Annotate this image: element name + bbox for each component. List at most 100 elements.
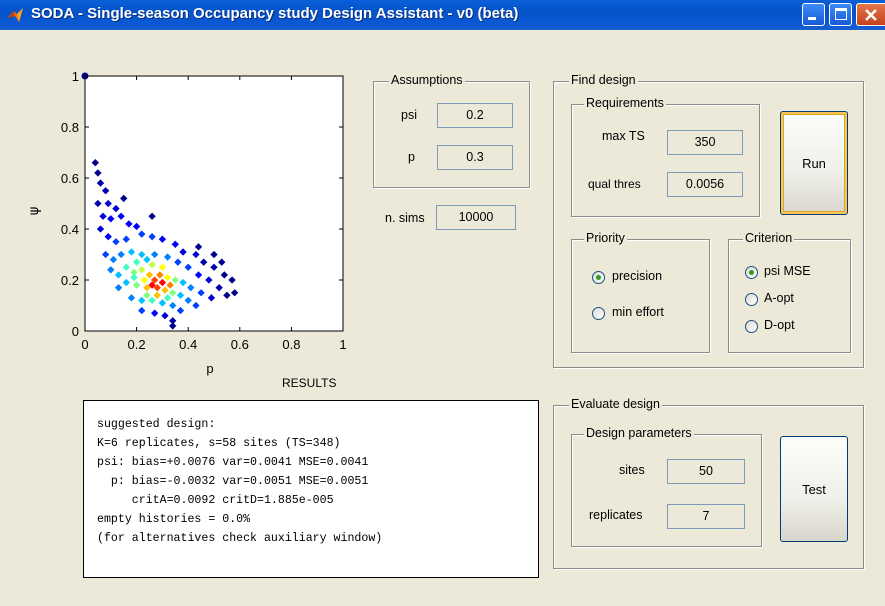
scatter-point <box>210 250 218 259</box>
nsims-field[interactable]: 10000 <box>436 205 516 230</box>
close-button[interactable] <box>856 3 885 26</box>
scatter-point <box>156 271 164 279</box>
scatter-point <box>114 283 123 292</box>
x-tick-label: 0 <box>81 337 88 352</box>
scatter-point <box>109 255 118 264</box>
scatter-point <box>218 258 226 266</box>
scatter-point <box>125 220 133 228</box>
x-tick-label: 0.6 <box>231 337 249 352</box>
y-tick-label: 0.4 <box>61 222 79 237</box>
qual-thres-label: qual thres <box>588 177 641 191</box>
replicates-label: replicates <box>589 508 643 522</box>
scatter-point <box>99 212 107 220</box>
sites-label: sites <box>619 463 645 477</box>
evaluate-design-title: Evaluate design <box>569 397 662 411</box>
evaluate-design-group: Evaluate design Design parameters sites … <box>553 397 864 569</box>
axis-ticks: 0 0.2 0.4 0.6 0.8 1 0 0.2 0.4 0.6 0.8 1 <box>61 69 347 352</box>
psi-label: psi <box>401 108 417 122</box>
precision-label[interactable]: precision <box>612 269 663 283</box>
maximize-button[interactable] <box>829 3 852 26</box>
d-opt-radio[interactable] <box>745 320 758 333</box>
window-title: SODA - Single-season Occupancy study Des… <box>31 5 519 22</box>
x-tick-label: 0.4 <box>179 337 197 352</box>
a-opt-label[interactable]: A-opt <box>764 291 794 305</box>
scatter-point <box>169 289 177 297</box>
results-title: RESULTS <box>282 376 337 390</box>
scatter-point <box>169 301 177 310</box>
nsims-label: n. sims <box>385 211 425 225</box>
scatter-point <box>122 235 130 243</box>
x-axis-label: p <box>206 361 213 376</box>
scatter-point <box>215 283 223 292</box>
scatter-point <box>112 238 120 246</box>
scatter-points <box>81 72 239 330</box>
scatter-point <box>194 243 203 251</box>
assumptions-group: Assumptions psi 0.2 p 0.3 <box>373 73 530 188</box>
minimize-button[interactable] <box>802 3 825 26</box>
design-parameters-title: Design parameters <box>584 426 694 440</box>
scatter-point <box>132 258 141 266</box>
y-tick-label: 0.2 <box>61 273 79 288</box>
scatter-point <box>161 286 169 294</box>
scatter-point <box>145 271 154 279</box>
scatter-point <box>143 283 151 292</box>
scatter-point <box>150 309 159 317</box>
run-button[interactable]: Run <box>780 111 848 215</box>
test-button[interactable]: Test <box>780 436 848 542</box>
scatter-point <box>138 306 146 315</box>
scatter-point <box>104 232 112 241</box>
a-opt-radio[interactable] <box>745 293 758 306</box>
requirements-group: Requirements max TS 350 qual thres 0.005… <box>571 96 760 217</box>
precision-radio[interactable] <box>592 271 605 284</box>
scatter-point <box>158 263 167 271</box>
priority-group: Priority precision min effort <box>571 231 710 353</box>
criterion-group: Criterion psi MSE A-opt D-opt <box>728 231 851 353</box>
scatter-point <box>148 281 156 289</box>
scatter-point <box>220 271 228 279</box>
d-opt-label[interactable]: D-opt <box>764 318 795 332</box>
scatter-point <box>158 235 167 243</box>
scatter-point <box>158 299 167 307</box>
plot-area <box>84 75 344 332</box>
y-tick-label: 0 <box>72 324 79 339</box>
x-tick-label: 1 <box>339 337 346 352</box>
scatter-point <box>140 276 149 284</box>
scatter-point <box>94 169 102 177</box>
assumptions-title: Assumptions <box>389 73 465 87</box>
results-line: empty histories = 0.0% <box>97 513 251 526</box>
p-field[interactable]: 0.3 <box>437 145 513 170</box>
sites-field[interactable]: 50 <box>667 459 745 484</box>
scatter-point <box>161 312 169 320</box>
min-effort-radio[interactable] <box>592 307 605 320</box>
max-ts-label: max TS <box>602 129 645 143</box>
scatter-point <box>122 263 130 271</box>
scatter-point <box>200 258 208 266</box>
title-bar: SODA - Single-season Occupancy study Des… <box>0 0 885 30</box>
psi-mse-radio[interactable] <box>745 266 758 279</box>
scatter-point <box>138 250 146 259</box>
min-effort-label[interactable]: min effort <box>612 305 664 319</box>
scatter-point <box>192 250 200 259</box>
scatter-point <box>143 255 151 264</box>
find-design-title: Find design <box>569 73 638 87</box>
scatter-point <box>163 273 172 282</box>
qual-thres-field[interactable]: 0.0056 <box>667 172 743 197</box>
results-line: critA=0.0092 critD=1.885e-005 <box>97 494 334 507</box>
scatter-point <box>205 276 213 284</box>
scatter-chart: 0 0.2 0.4 0.6 0.8 1 0 0.2 0.4 0.6 0.8 1 p ψ <box>27 69 347 376</box>
psi-field[interactable]: 0.2 <box>437 103 513 128</box>
scatter-point <box>228 276 236 284</box>
scatter-point <box>230 289 239 297</box>
results-box: suggested design: K=6 replicates, s=58 s… <box>83 400 539 578</box>
results-line: p: bias=-0.0032 var=0.0051 MSE=0.0051 <box>97 475 369 488</box>
scatter-point <box>148 296 156 305</box>
replicates-field[interactable]: 7 <box>667 504 745 529</box>
scatter-point <box>176 306 185 315</box>
results-line: K=6 replicates, s=58 sites (TS=348) <box>97 437 341 450</box>
scatter-point <box>130 268 138 277</box>
scatter-point <box>197 289 205 297</box>
max-ts-field[interactable]: 350 <box>667 130 743 155</box>
psi-mse-label[interactable]: psi MSE <box>764 264 811 278</box>
results-line: psi: bias=+0.0076 var=0.0041 MSE=0.0041 <box>97 456 369 469</box>
p-label: p <box>408 150 415 164</box>
